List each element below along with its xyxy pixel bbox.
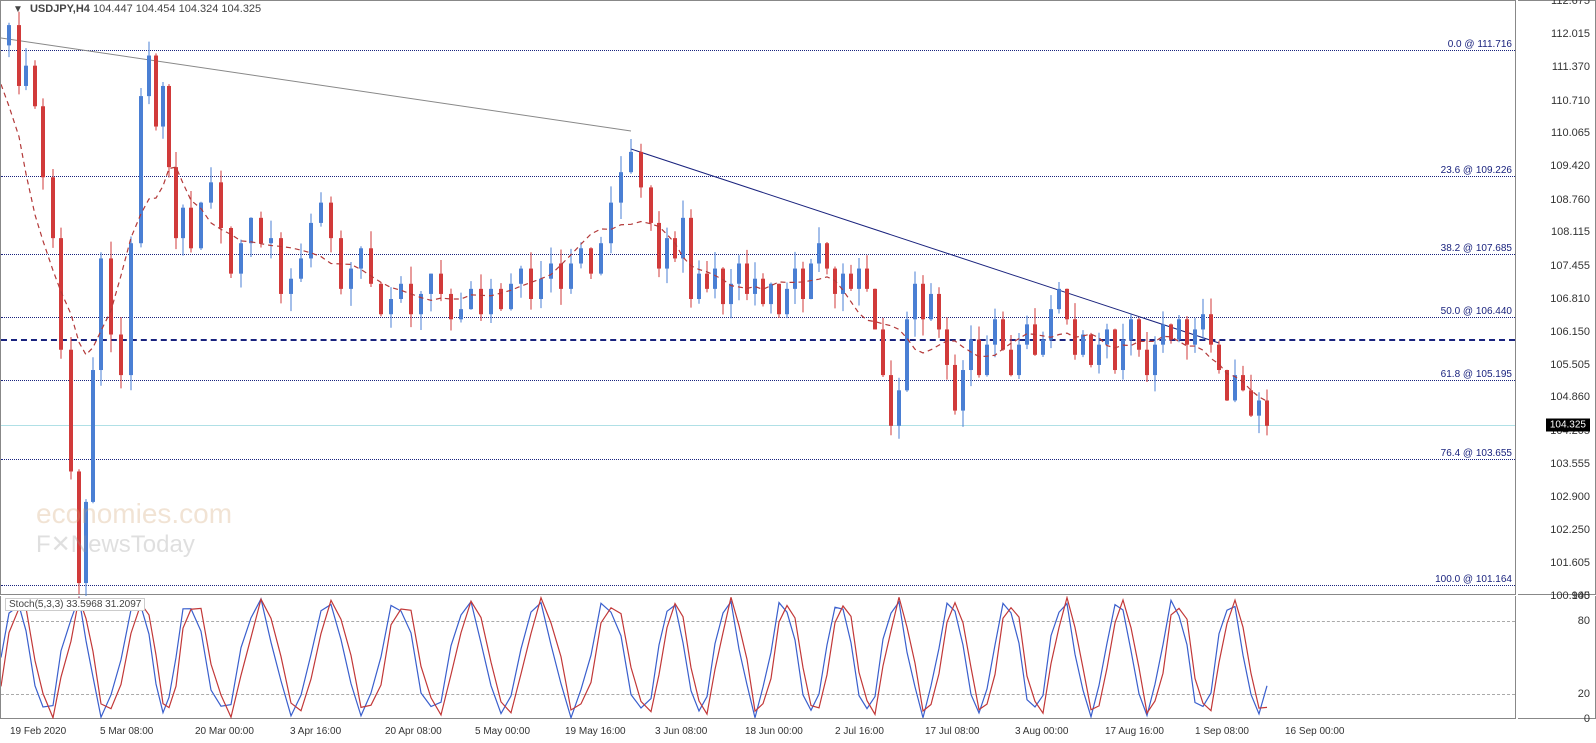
time-x-axis: 19 Feb 2020 5 Mar 08:00 20 Mar 00:00 3 Apr … bbox=[0, 719, 1596, 743]
y-tick: 109.420 bbox=[1550, 160, 1590, 172]
x-tick: 17 Jul 08:00 bbox=[925, 726, 980, 737]
y-tick: 104.860 bbox=[1550, 391, 1590, 403]
x-tick: 3 Jun 08:00 bbox=[655, 726, 707, 737]
y-tick: 110.065 bbox=[1551, 127, 1590, 139]
price-canvas bbox=[1, 1, 1517, 596]
x-tick: 17 Aug 16:00 bbox=[1105, 726, 1164, 737]
y-tick: 108.760 bbox=[1550, 194, 1590, 206]
chart-title: ▼ USDJPY,H4 104.447 104.454 104.324 104.… bbox=[13, 3, 261, 15]
y-tick: 108.115 bbox=[1551, 226, 1590, 238]
y-tick: 111.370 bbox=[1552, 61, 1590, 73]
x-tick: 19 May 16:00 bbox=[565, 726, 626, 737]
y-tick: 102.250 bbox=[1550, 524, 1590, 536]
x-tick: 5 May 00:00 bbox=[475, 726, 530, 737]
stoch-y-axis: 02080100 bbox=[1518, 596, 1596, 719]
stoch-y-tick: 80 bbox=[1578, 615, 1590, 627]
x-tick: 20 Mar 00:00 bbox=[195, 726, 254, 737]
x-tick: 18 Jun 00:00 bbox=[745, 726, 803, 737]
y-tick: 105.505 bbox=[1550, 359, 1590, 371]
y-tick: 112.675 bbox=[1551, 0, 1590, 7]
y-tick: 106.810 bbox=[1550, 293, 1590, 305]
x-tick: 1 Sep 08:00 bbox=[1195, 726, 1249, 737]
x-tick: 5 Mar 08:00 bbox=[100, 726, 153, 737]
stoch-y-tick: 100 bbox=[1572, 590, 1590, 602]
y-tick: 103.555 bbox=[1550, 458, 1590, 470]
y-tick: 112.015 bbox=[1551, 28, 1590, 40]
ohlc-values: 104.447 104.454 104.324 104.325 bbox=[93, 3, 261, 15]
x-tick: 3 Apr 16:00 bbox=[290, 726, 341, 737]
x-tick: 16 Sep 00:00 bbox=[1285, 726, 1345, 737]
stoch-y-tick: 20 bbox=[1578, 688, 1590, 700]
main-price-chart[interactable]: ▼ USDJPY,H4 104.447 104.454 104.324 104.… bbox=[0, 0, 1516, 595]
y-tick: 102.900 bbox=[1550, 491, 1590, 503]
symbol-label: USDJPY,H4 bbox=[30, 3, 90, 15]
y-tick: 106.150 bbox=[1550, 326, 1590, 338]
x-tick: 3 Aug 00:00 bbox=[1015, 726, 1068, 737]
x-tick: 20 Apr 08:00 bbox=[385, 726, 442, 737]
y-tick: 101.605 bbox=[1550, 557, 1590, 569]
stochastic-canvas bbox=[1, 596, 1517, 719]
stochastic-title: Stoch(5,3,3) 33.5968 31.2097 bbox=[5, 598, 145, 611]
y-tick: 110.710 bbox=[1551, 95, 1590, 107]
chart-root: ▼ USDJPY,H4 104.447 104.454 104.324 104.… bbox=[0, 0, 1596, 743]
x-tick: 2 Jul 16:00 bbox=[835, 726, 884, 737]
y-tick: 107.455 bbox=[1550, 260, 1590, 272]
price-y-axis: 112.675 112.015 111.370 110.710 110.065 109.4… bbox=[1518, 0, 1596, 595]
x-tick: 19 Feb 2020 bbox=[10, 726, 66, 737]
current-price-label: 104.325 bbox=[1546, 418, 1590, 431]
stochastic-panel[interactable]: Stoch(5,3,3) 33.5968 31.2097 bbox=[0, 596, 1516, 719]
chevron-down-icon[interactable]: ▼ bbox=[13, 4, 23, 15]
